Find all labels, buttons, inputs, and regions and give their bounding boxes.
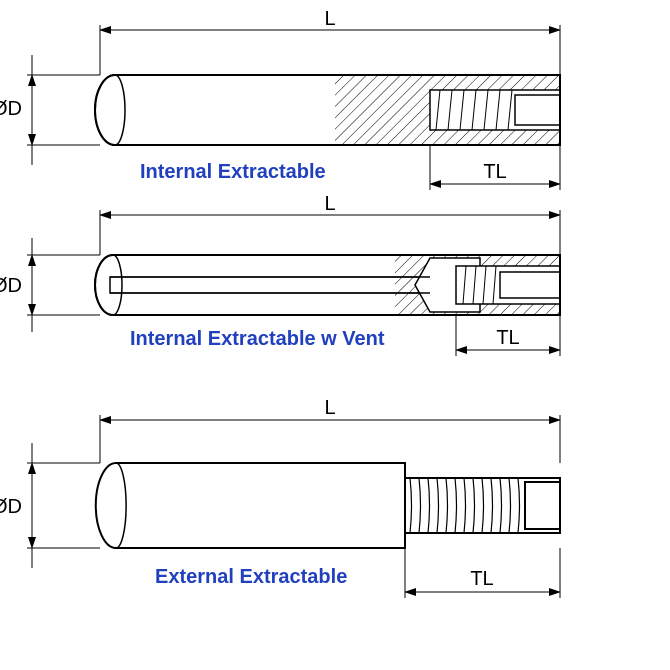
dim-label-TL: TL (496, 327, 519, 349)
dim-label-TL: TL (483, 161, 506, 183)
pin-body-external (96, 463, 405, 548)
label-external-extractable: External Extractable (155, 566, 347, 588)
diagram-internal-extractable: L ØD TL (0, 8, 560, 190)
label-internal-extractable-vent: Internal Extractable w Vent (130, 328, 385, 350)
technical-drawing: L ØD TL (0, 0, 670, 670)
dim-label-TL: TL (470, 568, 493, 590)
diagram-external-extractable: L ØD (0, 397, 560, 598)
label-internal-extractable: Internal Extractable (140, 161, 326, 183)
diagram-internal-extractable-vent: L ØD TL Intern (0, 193, 560, 356)
dim-label-L: L (324, 193, 335, 215)
dim-label-D: ØD (0, 496, 22, 518)
dim-label-D: ØD (0, 98, 22, 120)
dim-label-L: L (324, 8, 335, 30)
dim-label-D: ØD (0, 275, 22, 297)
dim-label-L: L (324, 397, 335, 419)
